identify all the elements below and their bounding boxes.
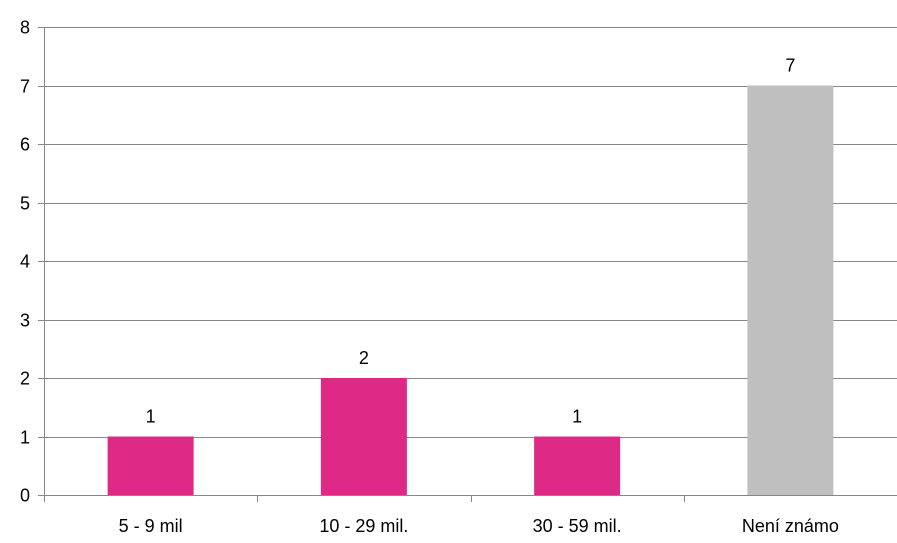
- bar-0: [107, 436, 194, 495]
- y-tick-label: 3: [20, 311, 30, 331]
- bar-2: [534, 436, 621, 495]
- y-tick-label: 8: [20, 18, 30, 38]
- bar-3: [747, 85, 834, 495]
- data-label: 2: [359, 348, 369, 368]
- y-tick-label: 5: [20, 194, 30, 214]
- data-label: 1: [146, 407, 156, 427]
- x-category-label: 10 - 29 mil.: [319, 516, 408, 536]
- y-tick-label: 0: [20, 486, 30, 506]
- data-label: 7: [785, 56, 795, 76]
- y-tick-label: 2: [20, 369, 30, 389]
- axes: [38, 27, 685, 502]
- x-category-label: 30 - 59 mil.: [533, 516, 622, 536]
- y-tick-label: 7: [20, 77, 30, 97]
- y-tick-label: 4: [20, 252, 30, 272]
- data-label: 1: [572, 407, 582, 427]
- bars: [107, 85, 834, 495]
- y-tick-label: 6: [20, 135, 30, 155]
- x-category-label: Není známo: [742, 516, 839, 536]
- y-tick-label: 1: [20, 428, 30, 448]
- bar-1: [320, 378, 407, 495]
- x-category-label: 5 - 9 mil: [119, 516, 183, 536]
- labels: 0 1 2 3 4 5 6 7 8 1 5 - 9 mil 2 10 - 29 mil. 1 30 - 59…: [20, 18, 839, 537]
